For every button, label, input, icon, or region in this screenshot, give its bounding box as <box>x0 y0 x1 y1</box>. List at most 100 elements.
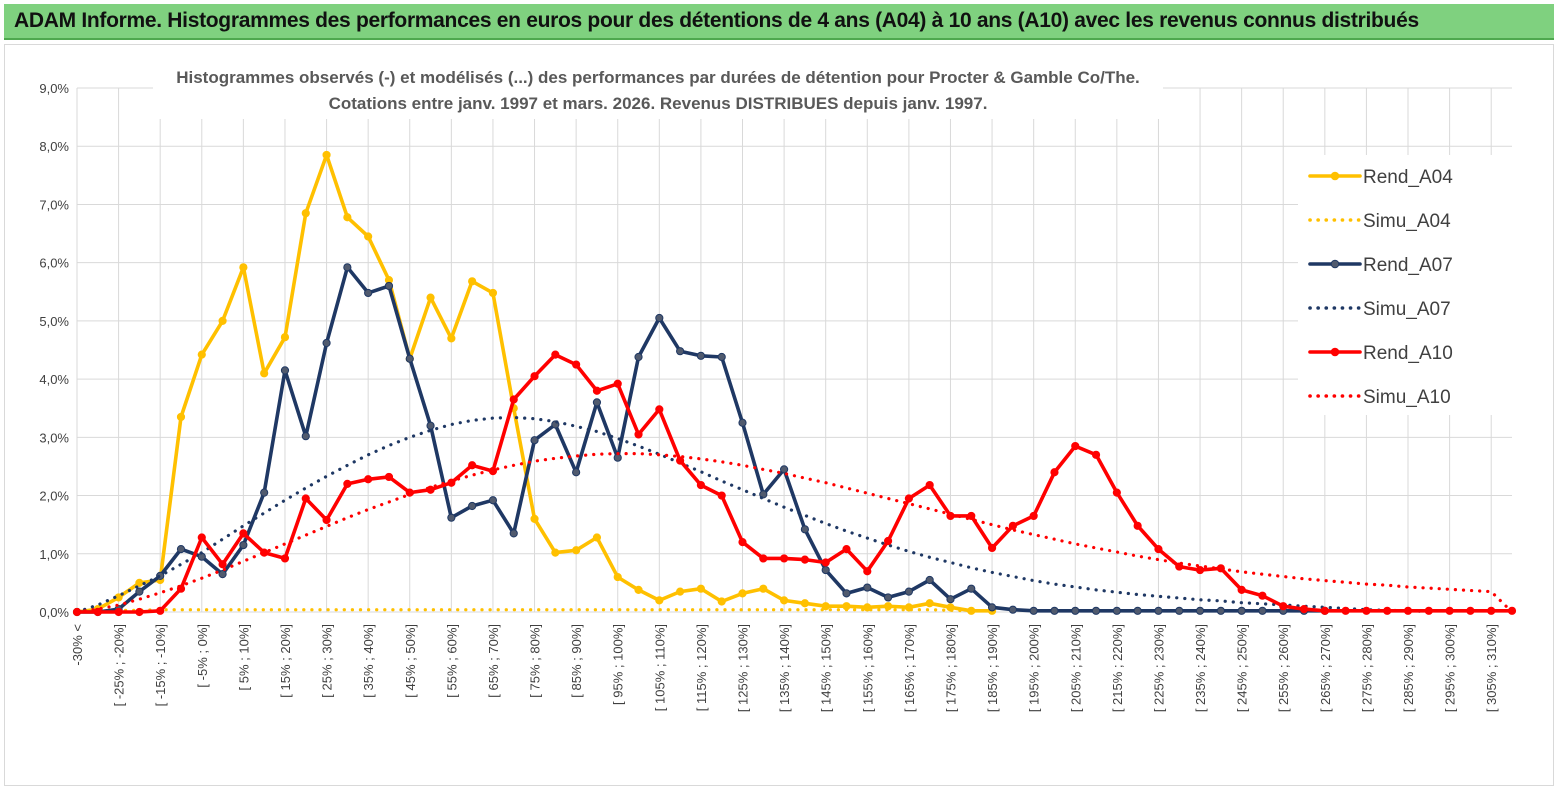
y-tick-label: 1,0% <box>39 547 69 562</box>
data-point-rend-a10 <box>156 606 165 615</box>
data-point-rend-a04 <box>135 578 144 587</box>
data-point-rend-a07 <box>488 496 498 505</box>
data-point-rend-a07 <box>1216 606 1225 615</box>
data-point-rend-a04 <box>780 596 789 605</box>
data-point-rend-a07 <box>821 565 830 575</box>
data-point-rend-a04 <box>551 548 560 557</box>
y-tick-label: 7,0% <box>39 197 69 212</box>
legend-label-simu-a07: Simu_A07 <box>1363 299 1451 320</box>
data-point-rend-a10 <box>1133 521 1142 530</box>
data-point-rend-a07 <box>634 352 643 362</box>
x-tick-label: [ 285% ; 290%] <box>1401 624 1416 712</box>
data-point-rend-a04 <box>343 213 352 222</box>
data-point-rend-a10 <box>655 405 664 414</box>
legend-marker-rend-a10 <box>1330 347 1340 357</box>
data-point-rend-a07 <box>883 593 893 602</box>
x-tick-label: [ 105% ; 110%] <box>652 624 667 711</box>
data-point-rend-a10 <box>1237 585 1246 594</box>
data-point-rend-a07 <box>239 540 248 550</box>
x-tick-label: [ 185% ; 190%] <box>985 624 1000 712</box>
data-point-rend-a04 <box>676 587 685 596</box>
data-point-rend-a07 <box>384 281 394 291</box>
data-point-rend-a07 <box>468 501 477 511</box>
data-point-rend-a04 <box>592 533 602 542</box>
data-point-rend-a10 <box>509 395 518 404</box>
x-tick-label: [ 125% ; 130%] <box>736 624 751 712</box>
data-point-rend-a07 <box>1091 606 1101 615</box>
data-point-rend-a04 <box>447 334 456 343</box>
data-point-rend-a10 <box>634 430 643 439</box>
data-point-rend-a10 <box>1320 606 1329 615</box>
data-point-rend-a07 <box>176 545 186 554</box>
data-point-rend-a10 <box>1403 606 1413 615</box>
legend-label-rend-a07: Rend_A07 <box>1363 255 1453 276</box>
data-point-rend-a07 <box>946 595 955 604</box>
data-point-rend-a04 <box>176 412 186 422</box>
data-point-rend-a04 <box>821 602 830 611</box>
x-tick-label: [ 295% ; 300%] <box>1443 624 1458 712</box>
y-tick-label: 9,0% <box>39 81 69 96</box>
data-point-rend-a07 <box>987 603 997 612</box>
data-point-rend-a10 <box>1445 606 1454 615</box>
series-line-rend-a10 <box>75 352 1514 614</box>
data-point-rend-a07 <box>405 354 414 363</box>
data-point-rend-a07 <box>1237 606 1246 615</box>
data-point-rend-a10 <box>717 491 726 500</box>
data-point-rend-a07 <box>135 587 144 596</box>
data-point-rend-a07 <box>426 421 435 430</box>
data-point-rend-a07 <box>364 288 373 298</box>
data-point-rend-a04 <box>613 572 622 582</box>
data-point-rend-a10 <box>1008 521 1017 530</box>
data-point-rend-a10 <box>1071 441 1080 451</box>
legend-marker-rend-a04 <box>1330 171 1340 181</box>
data-point-rend-a07 <box>1029 606 1038 615</box>
data-point-rend-a10 <box>322 515 331 525</box>
data-point-rend-a04 <box>468 277 477 286</box>
x-tick-label: [ -15% ; -10%] <box>153 624 168 706</box>
data-point-rend-a07 <box>717 352 726 362</box>
data-point-rend-a10 <box>239 529 248 538</box>
data-point-rend-a04 <box>800 599 809 608</box>
data-point-rend-a10 <box>1383 606 1392 615</box>
x-tick-label: [ 5% ; 10%] <box>236 624 251 690</box>
data-point-rend-a04 <box>301 209 310 218</box>
data-point-rend-a10 <box>197 533 206 542</box>
data-point-rend-a07 <box>967 584 976 593</box>
x-tick-label: [ 165% ; 170%] <box>902 624 917 712</box>
data-point-rend-a10 <box>114 607 123 617</box>
data-point-rend-a10 <box>883 536 893 546</box>
data-point-rend-a10 <box>821 558 830 567</box>
data-point-rend-a10 <box>1487 606 1496 615</box>
x-tick-label: [ -5% ; 0%] <box>195 624 210 688</box>
data-point-rend-a07 <box>509 529 518 538</box>
data-point-rend-a07 <box>696 351 706 360</box>
data-point-rend-a07 <box>1133 606 1142 615</box>
histogram-chart: Histogrammes observés (-) et modélisés (… <box>39 59 1517 712</box>
series-line-simu-a04 <box>75 608 994 614</box>
y-tick-label: 8,0% <box>39 139 69 154</box>
data-point-rend-a07 <box>1258 606 1267 615</box>
banner-title: ADAM Informe. Histogrammes des performan… <box>14 9 1419 32</box>
data-point-rend-a10 <box>280 554 290 563</box>
data-point-rend-a04 <box>925 599 934 608</box>
data-point-rend-a07 <box>863 583 872 592</box>
legend-label-rend-a04: Rend_A04 <box>1363 167 1453 188</box>
x-tick-label: [ 175% ; 180%] <box>943 624 958 712</box>
y-tick-label: 0,0% <box>39 605 69 620</box>
header-banner: ADAM Informe. Histogrammes des performan… <box>4 4 1554 40</box>
data-point-rend-a07 <box>1195 606 1205 615</box>
data-point-rend-a10 <box>93 607 102 617</box>
x-tick-label: [ 135% ; 140%] <box>777 624 792 712</box>
y-tick-label: 6,0% <box>39 256 69 271</box>
data-point-rend-a04 <box>280 333 290 342</box>
data-point-rend-a07 <box>280 366 290 375</box>
x-tick-label: [ 265% ; 270%] <box>1318 624 1333 712</box>
data-point-rend-a07 <box>800 525 809 534</box>
data-point-rend-a10 <box>1466 606 1475 615</box>
data-point-rend-a07 <box>780 465 789 474</box>
data-point-rend-a07 <box>343 263 352 272</box>
data-point-rend-a07 <box>260 488 269 497</box>
legend-label-rend-a10: Rend_A10 <box>1363 343 1453 364</box>
data-point-rend-a04 <box>197 350 206 359</box>
legend-marker-rend-a07 <box>1330 259 1340 269</box>
